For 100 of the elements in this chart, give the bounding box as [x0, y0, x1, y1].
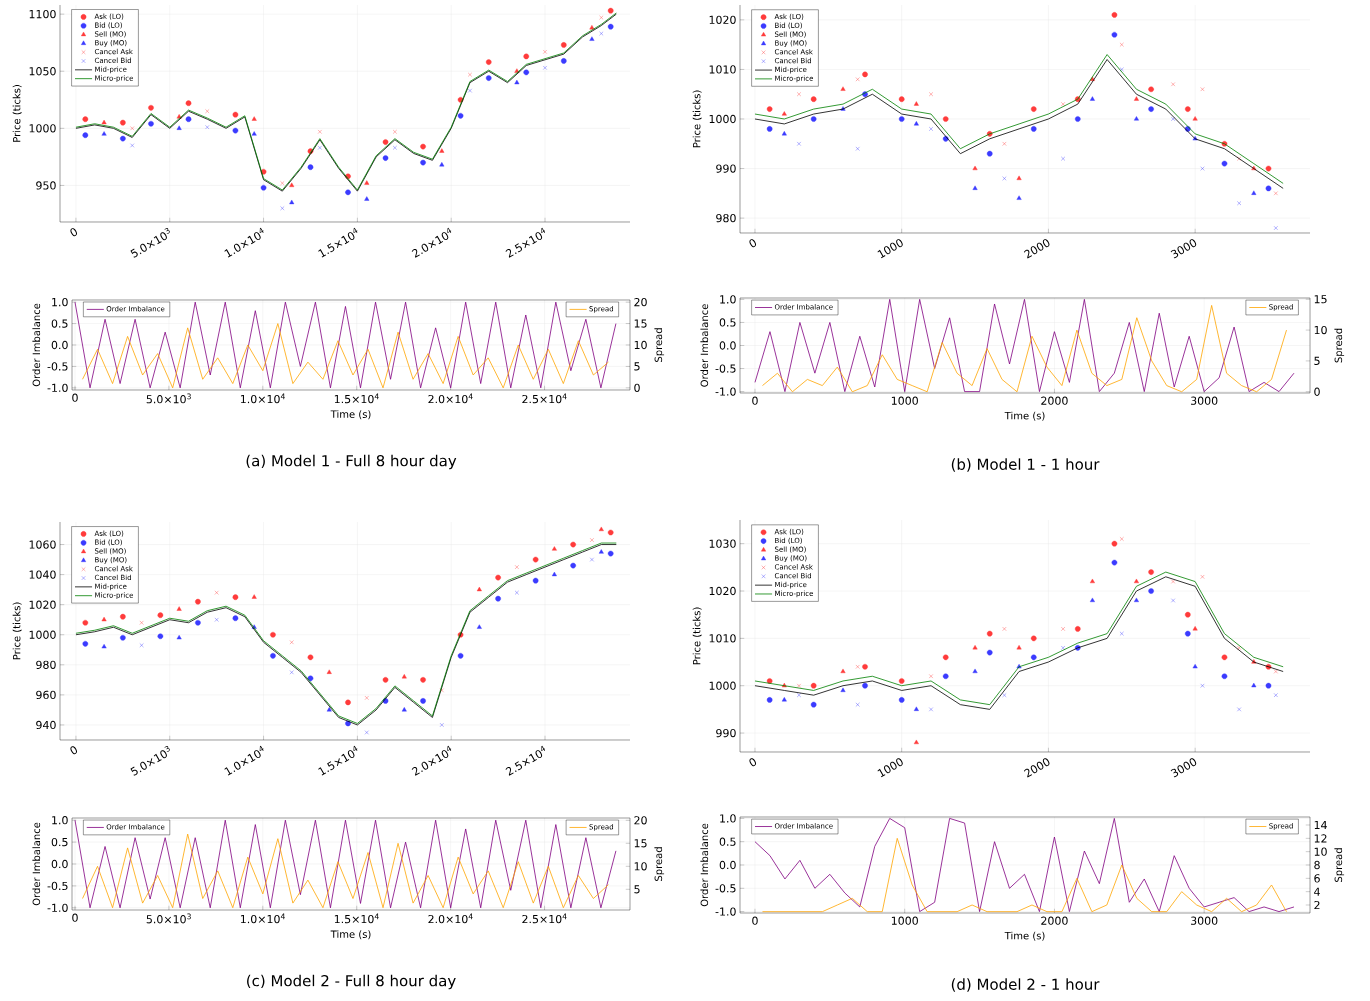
x-tick-label: 1.0×10$^{4}$ [240, 913, 285, 924]
y2-tick-label: 15 [634, 839, 647, 848]
x-tick-label: 0 [72, 913, 78, 922]
y-tick-label: 1060 [29, 540, 56, 549]
y-axis-title: Price (ticks) [692, 90, 702, 148]
y2-tick-label: 15 [1314, 295, 1327, 304]
y-tick-label: -1.0 [715, 907, 736, 916]
y2-tick-label: 10 [1314, 325, 1327, 335]
x-tick-label: 0 [752, 396, 758, 405]
y-tick-label: 980 [716, 213, 736, 223]
y2-tick-label: 5 [1314, 356, 1320, 365]
x-axis-title: Time (s) [1004, 931, 1045, 941]
y-tick-label: -0.5 [715, 884, 736, 893]
x-tick-label: 2.5×10$^{4}$ [522, 393, 567, 404]
x-tick-label: 3000 [1190, 916, 1218, 925]
y-axis-title: Price (ticks) [12, 85, 22, 142]
y-tick-label: 980 [36, 660, 56, 669]
y-tick-label: -1.0 [715, 387, 736, 396]
x-axis-title: Time (s) [330, 930, 371, 940]
y2-tick-label: 5 [634, 362, 640, 371]
y-axis-title: Order Imbalance [32, 303, 41, 387]
y2-tick-label: 0 [1314, 387, 1320, 396]
text: (a) Model 1 - Full 8 hour day [246, 454, 457, 470]
text: (b) Model 1 - 1 hour [951, 458, 1100, 472]
y2-tick-label: 2 [1314, 900, 1320, 910]
x-tick-label: 2000 [1041, 916, 1068, 925]
y-tick-label: 0.5 [51, 837, 68, 847]
y-tick-label: 1.0 [52, 816, 68, 825]
y2-axis-title: Spread [654, 847, 665, 881]
x-tick-label: 2000 [1041, 396, 1068, 405]
y-axis-title: Price (ticks) [692, 607, 702, 665]
x-tick-label: 1.5×10$^{4}$ [334, 393, 379, 404]
y-tick-label: 0.5 [719, 318, 736, 327]
y2-tick-label: 20 [634, 297, 647, 307]
y-tick-label: 1.0 [720, 814, 736, 823]
y2-axis-title: Spread [654, 328, 665, 362]
y-axis-title: Order Imbalance [700, 304, 709, 387]
y-tick-label: 1.0 [52, 297, 68, 307]
y-tick-label: 1020 [29, 600, 56, 609]
y-tick-label: 1020 [709, 15, 736, 25]
x-tick-label: 5.0×10$^{3}$ [146, 393, 191, 404]
y-tick-label: 1000 [709, 681, 736, 690]
y-tick-label: 1.0 [720, 295, 736, 304]
y-tick-label: 990 [716, 164, 736, 173]
y-tick-label: -0.5 [47, 881, 68, 891]
y2-tick-label: 4 [1314, 887, 1320, 896]
y2-axis-title: Spread [1334, 328, 1345, 363]
y-tick-label: 1100 [29, 9, 56, 19]
x-tick-label: 0 [72, 393, 78, 402]
y-axis-title: Order Imbalance [32, 822, 41, 906]
text: (d) Model 2 - 1 hour [951, 978, 1100, 992]
y-tick-label: 0.5 [51, 319, 68, 328]
x-tick-label: 1.5×10$^{4}$ [334, 913, 379, 924]
y-tick-label: 1000 [709, 114, 736, 124]
y2-tick-label: 15 [634, 319, 647, 328]
y2-tick-label: 12 [1314, 834, 1327, 843]
y-tick-label: 1030 [709, 539, 736, 548]
x-tick-label: 2.5×10$^{4}$ [522, 913, 567, 924]
y-tick-label: 1010 [709, 634, 736, 643]
y2-tick-label: 8 [1314, 860, 1320, 870]
y-tick-label: 960 [36, 690, 56, 700]
y2-tick-label: 6 [1314, 874, 1320, 883]
y-tick-label: 1020 [709, 586, 736, 596]
y2-tick-label: 10 [1314, 847, 1327, 856]
x-tick-label: 0 [749, 239, 757, 248]
y2-tick-label: 14 [1314, 820, 1327, 830]
y-axis-title: Price (ticks) [12, 602, 22, 660]
y-tick-label: 1050 [29, 67, 56, 76]
y-tick-label: 1000 [29, 124, 56, 133]
y-tick-label: -1.0 [47, 383, 68, 393]
y2-tick-label: 5 [634, 885, 640, 894]
y-tick-label: 950 [36, 181, 56, 190]
y-axis-title: Order Imbalance [700, 823, 709, 907]
x-tick-label: 1000 [891, 916, 918, 925]
x-tick-label: 5.0×10$^{3}$ [146, 913, 191, 924]
y-tick-label: 990 [716, 728, 736, 738]
y2-axis-title: Spread [1334, 848, 1345, 882]
x-tick-label: 3000 [1190, 396, 1218, 405]
y2-tick-label: 20 [634, 816, 647, 825]
y-tick-label: 0.0 [51, 859, 68, 869]
y2-tick-label: 10 [634, 340, 647, 350]
x-tick-label: 2.0×10$^{4}$ [428, 913, 473, 924]
x-axis-title: Time (s) [1004, 411, 1045, 421]
text: (c) Model 2 - Full 8 hour day [247, 974, 456, 990]
x-tick-label: 0 [70, 746, 78, 755]
y-tick-label: 1010 [709, 65, 736, 74]
y-tick-label: -0.5 [47, 362, 68, 371]
x-tick-label: 2.0×10$^{4}$ [428, 393, 473, 404]
y-tick-label: 0.5 [719, 837, 736, 846]
x-tick-label: 1.0×10$^{4}$ [240, 393, 285, 404]
x-axis-title: Time (s) [330, 410, 371, 420]
x-tick-label: 1000 [891, 396, 918, 405]
y-tick-label: 0.0 [51, 340, 68, 350]
y-tick-label: 940 [36, 720, 56, 730]
y-tick-label: -0.5 [715, 364, 736, 373]
y-tick-label: -1.0 [47, 903, 68, 912]
y-tick-label: 0.0 [719, 860, 736, 870]
x-tick-label: 0 [752, 916, 758, 925]
y2-tick-label: 0 [634, 383, 640, 393]
x-tick-label: 0 [749, 758, 757, 767]
